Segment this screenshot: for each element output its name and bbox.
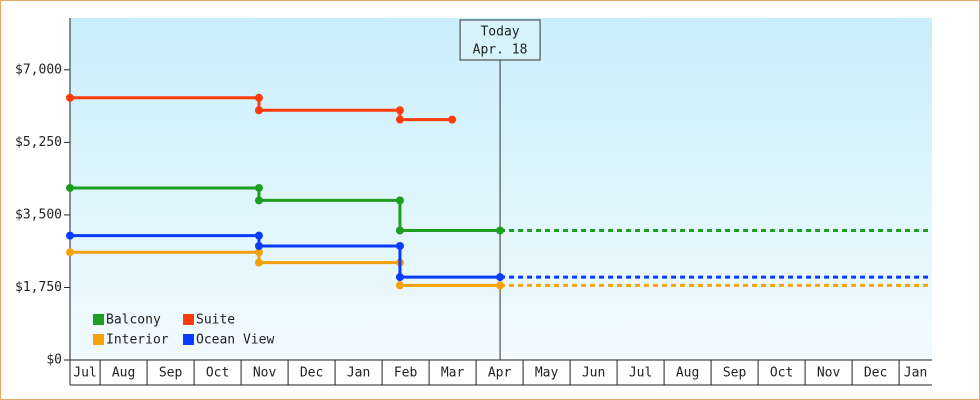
point <box>395 106 404 115</box>
point <box>395 281 404 290</box>
x-tick-label: Sep <box>723 366 747 381</box>
legend-swatch <box>183 334 194 345</box>
point <box>395 115 404 124</box>
today-label: Today <box>480 25 519 40</box>
y-tick-label: $0 <box>46 353 62 368</box>
point <box>395 242 404 250</box>
legend-label: Interior <box>106 333 169 348</box>
x-tick-label: Nov <box>253 366 277 381</box>
x-tick-label: Aug <box>676 366 699 381</box>
series-line <box>70 250 501 287</box>
point <box>496 273 505 282</box>
point <box>66 231 74 240</box>
point <box>448 115 457 124</box>
point <box>254 231 263 240</box>
point <box>254 183 263 192</box>
point <box>254 242 263 250</box>
point <box>254 258 263 267</box>
point <box>395 226 404 235</box>
y-tick-label: $1,750 <box>15 280 62 295</box>
x-tick-label: Oct <box>770 366 793 381</box>
point <box>496 226 505 235</box>
legend-swatch <box>93 334 104 345</box>
x-tick-label: Jan <box>904 366 927 381</box>
point <box>496 281 505 290</box>
point <box>395 273 404 282</box>
x-tick-label: Dec <box>300 366 323 381</box>
series-line <box>70 234 501 279</box>
x-tick-label: Jul <box>629 366 652 381</box>
legend-swatch <box>93 314 104 325</box>
point <box>254 106 263 115</box>
y-tick-label: $3,500 <box>15 207 62 222</box>
x-tick-label: Aug <box>112 366 135 381</box>
x-tick-label: Oct <box>206 366 229 381</box>
series-line <box>70 96 453 122</box>
point <box>395 196 404 205</box>
point <box>254 248 263 257</box>
today-label: Apr. 18 <box>473 43 528 58</box>
x-tick-label: Jul <box>73 366 96 381</box>
x-tick-label: Jan <box>347 366 370 381</box>
x-tick-label: May <box>535 366 559 381</box>
legend-label: Ocean View <box>196 333 274 348</box>
series-line <box>70 186 501 232</box>
point <box>66 248 74 257</box>
point <box>66 93 74 102</box>
y-tick-label: $7,000 <box>15 62 62 77</box>
x-tick-label: Feb <box>394 366 418 381</box>
legend-swatch <box>183 314 194 325</box>
x-tick-label: Sep <box>159 366 183 381</box>
x-tick-label: Apr <box>488 366 512 381</box>
x-tick-label: Dec <box>864 366 887 381</box>
x-tick-label: Mar <box>441 366 465 381</box>
legend-label: Suite <box>196 313 235 328</box>
point <box>254 93 263 102</box>
point <box>66 183 74 192</box>
legend-label: Balcony <box>106 313 161 328</box>
x-tick-label: Jun <box>582 366 605 381</box>
x-tick-label: Nov <box>817 366 841 381</box>
y-tick-label: $5,250 <box>15 135 62 150</box>
point <box>254 196 263 205</box>
today-box <box>459 19 541 61</box>
